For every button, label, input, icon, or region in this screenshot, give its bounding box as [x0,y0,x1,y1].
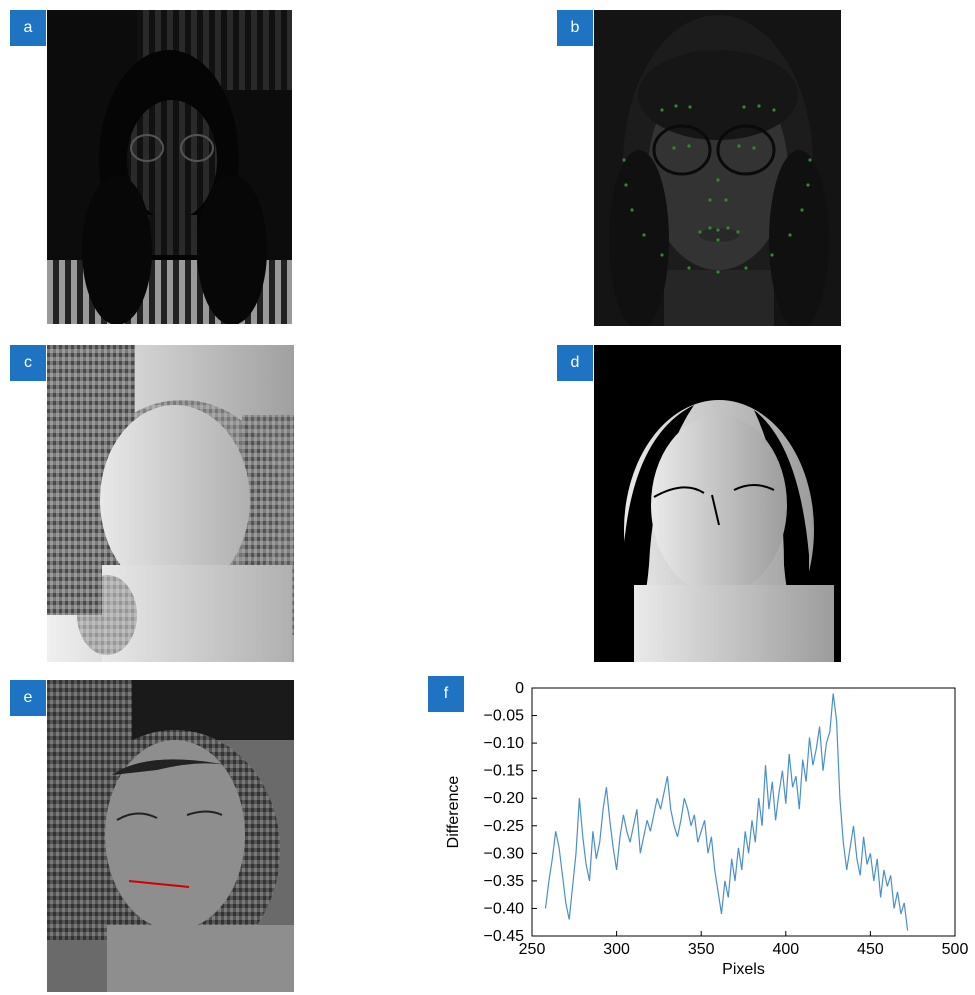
y-tick-label: −0.25 [484,818,525,835]
wrapped-phase-image [47,345,294,662]
y-tick-label: −0.35 [484,873,525,890]
plot-frame [531,687,956,937]
x-tick-label: 300 [603,941,630,958]
panel-b: b [557,10,843,328]
profile-line [128,880,190,888]
y-tick-label: −0.45 [484,928,525,945]
series-line [544,693,909,931]
y-tick-label: −0.20 [484,790,525,807]
phase-profile-image [47,680,294,992]
panel-label-a: a [10,10,46,46]
panel-label-c: c [10,345,46,381]
panel-label-f: f [428,676,464,712]
y-tick-label: −0.10 [484,735,525,752]
panel-d: d [557,345,843,663]
y-tick-label: 0 [515,680,524,697]
masked-phase-image [594,345,841,662]
y-tick-label: −0.40 [484,900,525,917]
face-landmarks-image [594,10,841,326]
x-tick-label: 400 [772,941,799,958]
x-tick-label: 350 [688,941,715,958]
panel-label-e: e [10,680,46,716]
x-tick-label: 250 [519,941,546,958]
difference-line-chart: 250 300 350 400 450 500 0 −0.05 −0.10 −0.15 −0.20 −… [445,680,969,978]
y-axis-label: Difference [445,776,462,849]
y-tick-label: −0.30 [484,845,525,862]
panel-e: e [10,680,295,995]
panel-f: f 250 300 350 400 450 500 0 −0.05 −0.10 −0.15 −0.2… [428,676,973,995]
y-tick-label: −0.15 [484,763,525,780]
y-tick-label: −0.05 [484,708,525,725]
panel-c: c [10,345,295,663]
panel-a: a [10,10,295,328]
x-tick-label: 450 [857,941,884,958]
x-axis-label: Pixels [722,961,765,978]
x-tick-label: 500 [942,941,969,958]
fringe-photo-image [47,10,292,324]
panel-label-b: b [557,10,593,46]
panel-label-d: d [557,345,593,381]
